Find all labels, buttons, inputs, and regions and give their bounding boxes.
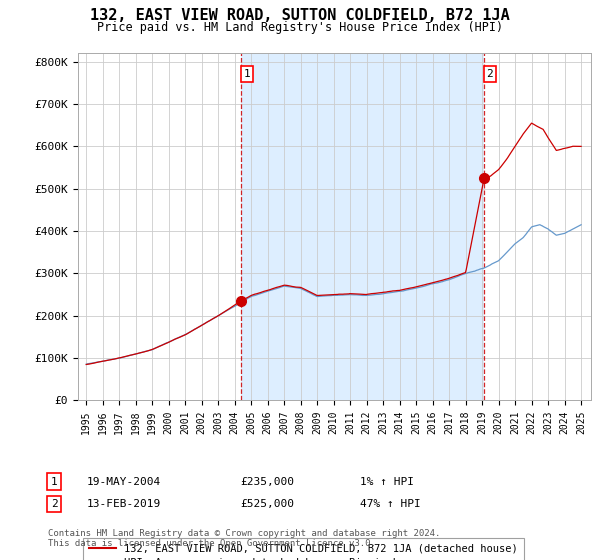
- Text: Price paid vs. HM Land Registry's House Price Index (HPI): Price paid vs. HM Land Registry's House …: [97, 21, 503, 34]
- Text: 47% ↑ HPI: 47% ↑ HPI: [360, 499, 421, 509]
- Text: 1: 1: [50, 477, 58, 487]
- Legend: 132, EAST VIEW ROAD, SUTTON COLDFIELD, B72 1JA (detached house), HPI: Average pr: 132, EAST VIEW ROAD, SUTTON COLDFIELD, B…: [83, 538, 524, 560]
- Text: 1: 1: [244, 69, 250, 79]
- Text: 19-MAY-2004: 19-MAY-2004: [87, 477, 161, 487]
- Text: Contains HM Land Registry data © Crown copyright and database right 2024.
This d: Contains HM Land Registry data © Crown c…: [48, 529, 440, 548]
- Text: £235,000: £235,000: [240, 477, 294, 487]
- Text: 1% ↑ HPI: 1% ↑ HPI: [360, 477, 414, 487]
- Text: 132, EAST VIEW ROAD, SUTTON COLDFIELD, B72 1JA: 132, EAST VIEW ROAD, SUTTON COLDFIELD, B…: [90, 8, 510, 24]
- Bar: [241, 53, 484, 400]
- Text: £525,000: £525,000: [240, 499, 294, 509]
- Text: 13-FEB-2019: 13-FEB-2019: [87, 499, 161, 509]
- Text: 2: 2: [487, 69, 493, 79]
- Text: 2: 2: [50, 499, 58, 509]
